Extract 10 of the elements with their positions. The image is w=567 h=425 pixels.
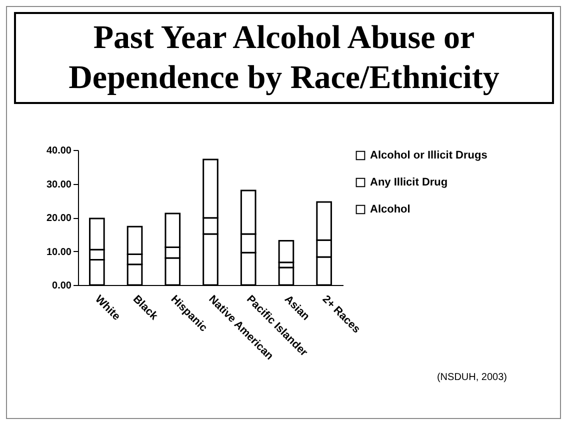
legend-label: Alcohol or Illicit Drugs	[370, 150, 488, 162]
chart-title: Past Year Alcohol Abuse or Dependence by Race/Ethnicity	[14, 12, 554, 104]
y-tick-label: 20.00	[46, 213, 72, 224]
y-tick-label: 40.00	[46, 146, 72, 156]
legend-label: Any Illicit Drug	[370, 176, 448, 188]
y-tick-label: 0.00	[52, 280, 72, 292]
y-tick-label: 30.00	[46, 179, 72, 190]
legend-label: Alcohol	[370, 204, 410, 216]
text: (NSDUH, 2003)	[436, 372, 507, 383]
y-tick-label: 10.00	[46, 246, 72, 258]
